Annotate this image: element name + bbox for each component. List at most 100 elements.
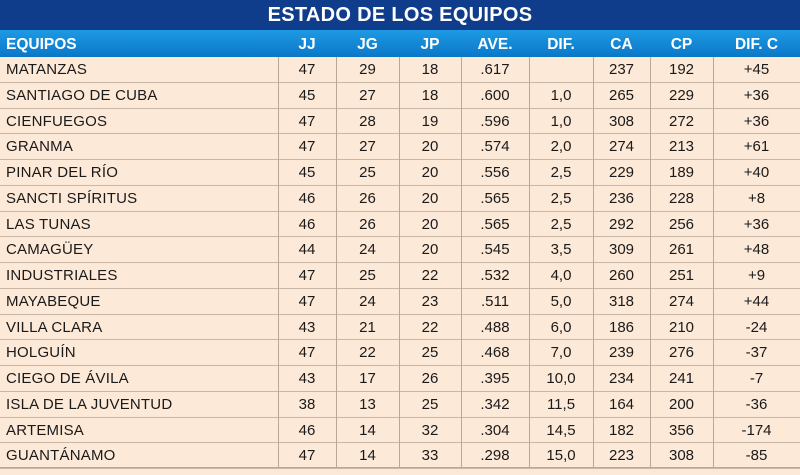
cell-jp: 25 [421, 344, 439, 362]
cell-ave: .304 [480, 421, 510, 439]
cell-ave: .617 [480, 61, 510, 78]
cell-jg: 25 [359, 164, 376, 181]
cell-ave: .600 [480, 86, 510, 104]
cell-dif: 2,5 [550, 189, 572, 207]
column-divider [399, 57, 400, 468]
cell-dif-c: +48 [743, 241, 770, 259]
cell-ca: 274 [608, 138, 635, 156]
table-header-row: EQUIPOS JJ JG JP AVE. DIF. CA CP DIF. C [0, 30, 800, 57]
cell-ave: .298 [480, 447, 510, 465]
cell-team: MAYABEQUE [6, 292, 101, 310]
cell-ave: .565 [480, 189, 510, 207]
table-row: MAYABEQUE 47 24 23 .511 5,0 318 274 +44 [0, 289, 800, 315]
cell-jj: 47 [298, 61, 316, 78]
cell-ca: 164 [608, 395, 635, 413]
cell-team: ISLA DE LA JUVENTUD [6, 395, 173, 413]
cell-jg: 13 [359, 395, 376, 413]
table-row: ISLA DE LA JUVENTUD 38 13 25 .342 11,5 164 200 -… [0, 392, 800, 418]
cell-cp: 251 [668, 267, 695, 284]
cell-dif-c: +61 [743, 138, 770, 156]
cell-dif: 5,0 [550, 292, 572, 310]
cell-dif-c: +45 [743, 61, 770, 78]
cell-ave: .596 [480, 112, 510, 130]
header-equipos: EQUIPOS [6, 36, 77, 53]
cell-ca: 239 [608, 344, 635, 362]
cell-ca: 318 [608, 292, 635, 310]
cell-ca: 292 [608, 215, 635, 233]
cell-jg: 25 [359, 267, 376, 284]
cell-jg: 24 [359, 292, 376, 310]
cell-dif: 10,0 [546, 370, 576, 387]
cell-jg: 26 [359, 189, 376, 207]
cell-ave: .574 [480, 138, 510, 156]
cell-dif: 2,5 [550, 215, 572, 233]
table-row: GRANMA 47 27 20 .574 2,0 274 213 +61 [0, 134, 800, 160]
cell-team: ARTEMISA [6, 421, 85, 439]
cell-ca: 237 [608, 61, 635, 78]
cell-cp: 192 [668, 61, 695, 78]
table-row: CIENFUEGOS 47 28 19 .596 1,0 308 272 +36 [0, 109, 800, 135]
table-row: LAS TUNAS 46 26 20 .565 2,5 292 256 +36 [0, 212, 800, 238]
cell-jp: 20 [421, 189, 439, 207]
column-divider [278, 57, 279, 468]
cell-dif: 2,5 [550, 164, 572, 181]
cell-team: GUANTÁNAMO [6, 447, 116, 465]
cell-dif: 1,0 [550, 112, 572, 130]
cell-ave: .488 [480, 318, 510, 336]
column-divider [461, 57, 462, 468]
cell-dif-c: -85 [745, 447, 768, 465]
cell-jg: 26 [359, 215, 376, 233]
cell-team: CAMAGÜEY [6, 241, 94, 259]
cell-team: VILLA CLARA [6, 318, 103, 336]
cell-team: PINAR DEL RÍO [6, 164, 119, 181]
header-ave: AVE. [477, 36, 513, 53]
cell-ca: 186 [608, 318, 635, 336]
table-body: MATANZAS 47 29 18 .617 237 192 +45 SANTIAGO DE C… [0, 57, 800, 469]
table-row: SANCTI SPÍRITUS 46 26 20 .565 2,5 236 228 +8 [0, 186, 800, 212]
cell-jg: 27 [359, 138, 376, 156]
cell-ave: .395 [480, 370, 510, 387]
cell-ca: 309 [608, 241, 635, 259]
cell-dif-c: +8 [747, 189, 766, 207]
cell-dif: 3,5 [550, 241, 572, 259]
cell-cp: 261 [668, 241, 695, 259]
cell-dif-c: +44 [743, 292, 770, 310]
table-row: HOLGUÍN 47 22 25 .468 7,0 239 276 -37 [0, 340, 800, 366]
cell-ca: 182 [608, 421, 635, 439]
cell-jj: 44 [298, 241, 316, 259]
table-row: PINAR DEL RÍO 45 25 20 .556 2,5 229 189 +40 [0, 160, 800, 186]
cell-ave: .342 [480, 395, 510, 413]
cell-dif-c: -37 [745, 344, 768, 362]
cell-jj: 38 [298, 395, 316, 413]
cell-jp: 18 [421, 86, 439, 104]
cell-jp: 20 [421, 241, 439, 259]
cell-dif-c: +36 [743, 112, 770, 130]
cell-jp: 33 [421, 447, 439, 465]
header-dif-c: DIF. C [734, 36, 779, 53]
cell-ave: .545 [480, 241, 510, 259]
cell-jg: 14 [359, 421, 376, 439]
cell-jg: 22 [359, 344, 376, 362]
cell-dif-c: +36 [743, 86, 770, 104]
cell-dif-c: -7 [749, 370, 764, 387]
cell-cp: 213 [668, 138, 695, 156]
header-cp: CP [670, 36, 693, 53]
cell-jj: 46 [298, 215, 316, 233]
cell-jj: 47 [298, 292, 316, 310]
cell-jj: 46 [298, 189, 316, 207]
cell-cp: 308 [668, 447, 695, 465]
header-ca: CA [610, 36, 633, 53]
header-jp: JP [420, 36, 440, 53]
cell-cp: 241 [668, 370, 695, 387]
cell-cp: 229 [668, 86, 695, 104]
cell-jj: 47 [298, 344, 316, 362]
cell-team: HOLGUÍN [6, 344, 76, 362]
cell-jj: 47 [298, 112, 316, 130]
cell-cp: 189 [668, 164, 695, 181]
cell-dif: 1,0 [550, 86, 572, 104]
header-jj: JJ [298, 36, 316, 53]
cell-team: GRANMA [6, 138, 74, 156]
cell-cp: 210 [668, 318, 695, 336]
cell-cp: 356 [668, 421, 695, 439]
cell-jp: 20 [421, 164, 439, 181]
